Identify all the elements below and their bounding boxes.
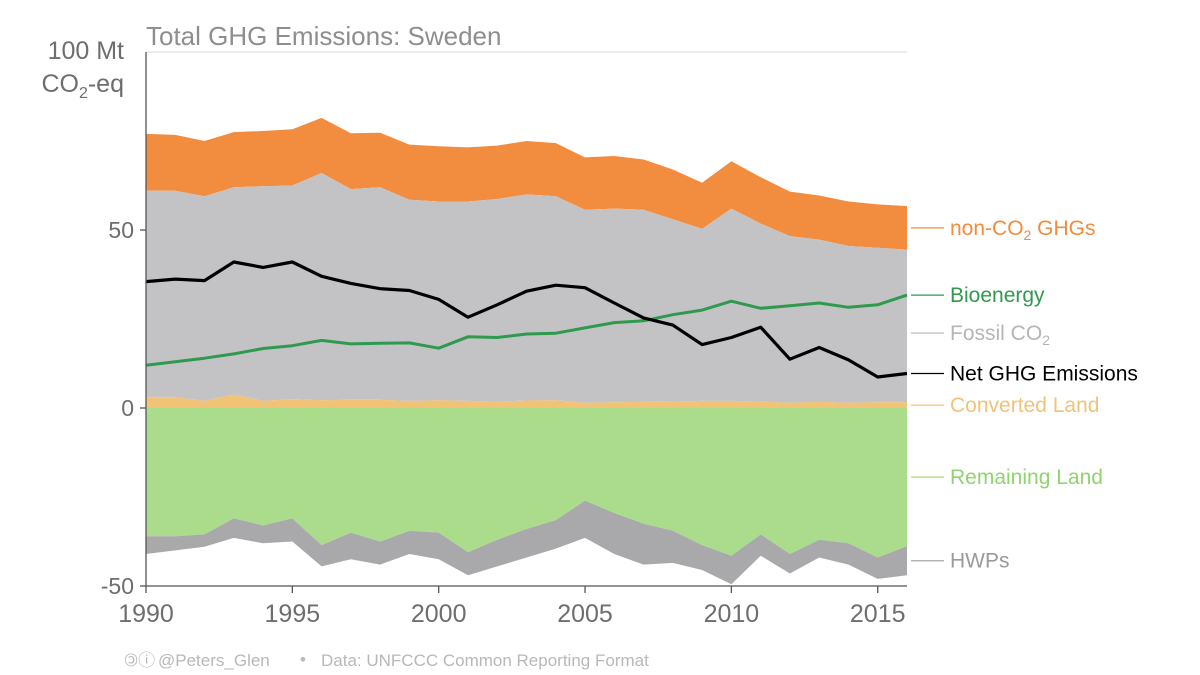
legend-item-bioenergy: Bioenergy: [911, 284, 1045, 307]
legend-label: Converted Land: [950, 394, 1099, 417]
y-tick-label: -50: [101, 573, 134, 599]
line-bioenergy: [145, 293, 908, 367]
legend-item-net-ghg-emissions: Net GHG Emissions: [911, 362, 1138, 385]
legend-item-converted-land: Converted Land: [911, 394, 1099, 417]
band-converted-land: [146, 394, 907, 408]
chart-title: Total GHG Emissions: Sweden: [146, 21, 501, 51]
y-tick-label: 0: [121, 395, 134, 421]
area-bands: [146, 117, 907, 585]
legend-item-fossil-co2: Fossil CO2: [911, 322, 1050, 348]
band-fossil-co2: [146, 173, 907, 403]
credit-license-icon: 🄯ⓘ: [124, 651, 155, 670]
band-hwps: [146, 500, 907, 585]
legend: non-CO2 GHGs Bioenergy Fossil CO2 Net GHG E…: [911, 217, 1138, 573]
legend-label: Fossil CO2: [950, 322, 1050, 348]
legend-label: Net GHG Emissions: [950, 362, 1138, 385]
x-tick-label: 2010: [704, 600, 760, 628]
y-unit-subscript: 2: [79, 85, 88, 102]
credit-separator: •: [300, 650, 306, 669]
band-non-co2-ghgs: [146, 117, 907, 250]
y-unit-label-line2: CO2-eq: [41, 70, 124, 102]
legend-item-remaining-land: Remaining Land: [911, 466, 1103, 489]
legend-label: HWPs: [950, 550, 1010, 573]
y-unit-co: CO: [41, 70, 79, 98]
legend-label: non-CO2 GHGs: [950, 217, 1096, 243]
legend-label: Remaining Land: [950, 466, 1103, 489]
y-tick-label: 50: [108, 217, 134, 243]
x-tick-label: 2015: [850, 600, 906, 628]
y-unit-eq: -eq: [88, 70, 124, 98]
x-tick-label: 1990: [118, 600, 174, 628]
credit-source: Data: UNFCCC Common Reporting Format: [321, 651, 649, 670]
legend-label: Bioenergy: [950, 284, 1045, 307]
y-unit-label: 100 Mt: [48, 37, 124, 65]
band-remaining-land: [146, 408, 907, 558]
series-lines: [145, 260, 908, 379]
credit-line: 🄯ⓘ @Peters_Glen • Data: UNFCCC Common Re…: [124, 650, 649, 670]
x-tick-label: 2000: [411, 600, 467, 628]
legend-item-hwps: HWPs: [911, 550, 1010, 573]
line-net-ghg-emissions: [145, 260, 908, 379]
x-tick-label: 1995: [265, 600, 321, 628]
x-tick-label: 2005: [557, 600, 613, 628]
legend-item-non-co2-ghgs: non-CO2 GHGs: [911, 217, 1096, 243]
credit-handle: @Peters_Glen: [158, 651, 270, 670]
